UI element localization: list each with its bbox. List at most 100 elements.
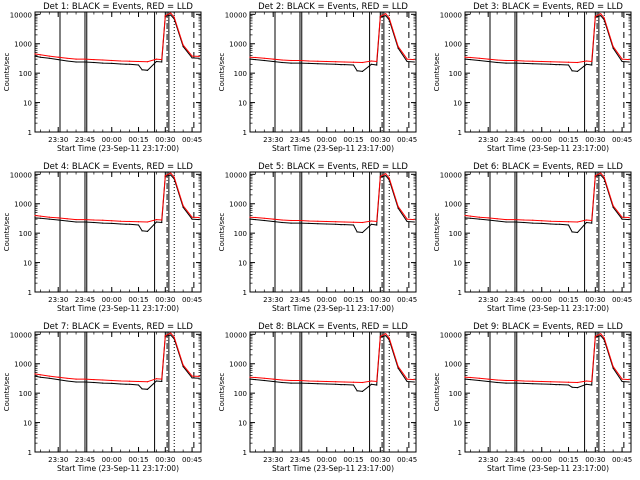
x-tick-label: 23:30 [48,296,68,304]
data-point-lld [39,54,41,56]
x-tick-label: 00:30 [155,296,175,304]
data-point-events [591,384,593,386]
data-point-events [576,70,579,72]
data-point-lld [272,378,274,380]
data-point-lld [576,381,579,384]
y-tick-label: 1 [458,129,462,137]
data-point-lld [550,220,552,222]
data-point-lld [198,375,200,378]
data-point-events [111,62,113,64]
data-point-lld [361,381,364,384]
data-point-events [84,61,86,63]
data-point-lld [308,60,310,62]
y-tick-label: 1000 [444,201,462,209]
x-axis-label: Start Time (23-Sep-11 23:17:00) [57,144,179,153]
data-point-events [170,14,172,16]
data-point-lld [161,58,163,61]
data-point-events [48,377,50,379]
data-point-events [120,383,122,385]
data-point-lld [57,217,59,219]
x-tick-label: 00:00 [102,136,122,144]
data-point-lld [388,177,390,179]
data-point-events [406,60,408,63]
y-tick-label: 100 [234,390,247,398]
data-point-lld [173,336,175,338]
x-tick-label: 23:30 [48,136,68,144]
data-point-lld [249,216,251,218]
y-tick-label: 10 [23,260,32,268]
data-point-lld [370,380,372,382]
data-point-events [34,217,36,219]
data-point-lld [603,337,605,339]
data-point-lld [541,220,543,222]
data-point-events [182,206,184,209]
y-tick-label: 10 [238,100,247,108]
data-point-events [254,218,256,221]
data-point-events [505,382,507,384]
data-point-lld [487,378,489,380]
data-point-lld [585,60,587,62]
data-point-events [161,61,163,63]
x-axis-label: Start Time (23-Sep-11 23:17:00) [272,304,394,313]
x-axis-label: Start Time (23-Sep-11 23:17:00) [487,464,609,473]
y-tick-label: 100 [449,390,462,398]
data-point-events [352,64,355,66]
data-point-lld [591,380,593,383]
y-tick-label: 1 [28,129,32,137]
data-point-lld [621,216,623,218]
plot-frame [34,171,202,293]
data-point-events [541,63,543,65]
data-point-events [555,223,557,225]
data-point-lld [182,44,184,46]
data-point-events [48,218,50,220]
data-point-lld [249,376,251,378]
data-point-lld [254,376,256,379]
y-tick-label: 10 [238,420,247,428]
data-point-events [161,380,163,383]
y-tick-label: 100 [449,230,462,238]
x-tick-label: 00:00 [102,296,122,304]
data-point-lld [93,378,95,381]
data-point-lld [129,380,131,382]
data-point-lld [532,219,534,221]
chart-title: Det 2: BLACK = Events, RED = LLD [258,2,408,12]
data-point-events [129,223,131,225]
x-tick-label: 23:45 [505,456,525,464]
data-point-events [523,62,525,64]
data-point-events [555,384,557,386]
data-point-events [263,379,265,382]
data-point-events [487,380,489,383]
data-point-lld [496,379,498,381]
data-point-events [621,380,623,383]
data-point-events [290,382,292,384]
data-point-lld [388,17,390,19]
data-point-lld [385,333,387,335]
data-point-events [326,63,328,65]
x-tick-label: 00:00 [317,456,337,464]
data-point-lld [505,59,507,62]
data-point-lld [344,221,346,223]
y-tick-label: 1 [28,449,32,457]
plot-frame [249,171,417,293]
data-point-events [478,218,480,220]
data-point-events [550,63,552,65]
y-tick-label: 10000 [225,171,247,179]
data-point-events [326,223,328,225]
x-tick-label: 00:00 [532,136,552,144]
data-point-events [317,223,319,225]
data-point-lld [164,175,166,177]
y-tick-label: 1000 [229,361,247,369]
y-tick-label: 1 [243,289,247,297]
y-tick-label: 100 [19,390,32,398]
data-point-lld [370,60,372,62]
data-point-events [591,64,593,66]
data-point-events [326,383,328,385]
series-line-events [249,175,415,234]
x-tick-label: 00:30 [155,136,175,144]
data-point-lld [469,376,471,379]
data-point-lld [352,61,355,63]
y-tick-label: 1000 [14,361,32,369]
data-point-events [84,221,86,223]
data-point-events [39,376,41,378]
data-point-lld [567,381,570,383]
